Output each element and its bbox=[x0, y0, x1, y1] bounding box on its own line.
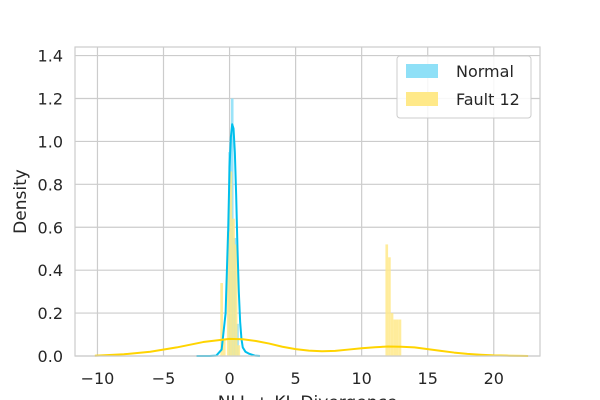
x-tick-label: 0 bbox=[224, 369, 234, 388]
y-axis-label: Density bbox=[11, 169, 31, 234]
y-tick-label: 1.4 bbox=[38, 47, 63, 66]
x-tick-label: −10 bbox=[81, 369, 115, 388]
fault-12-hist-bar bbox=[220, 283, 223, 356]
y-tick-labels: 0.0 0.2 0.4 0.6 0.8 1.0 1.2 1.4 bbox=[38, 47, 63, 366]
fault-12-hist-bar bbox=[385, 244, 389, 356]
y-tick-label: 0.8 bbox=[38, 175, 63, 194]
fault-12-hist-bar bbox=[393, 319, 397, 356]
y-tick-label: 0.6 bbox=[38, 218, 63, 237]
x-tick-label: 15 bbox=[418, 369, 438, 388]
fault-12-hist-bar bbox=[232, 218, 235, 356]
fault-12-hist-bar bbox=[226, 231, 230, 356]
plot-frame bbox=[74, 46, 541, 357]
fault-12-hist-bar bbox=[234, 244, 238, 356]
x-tick-label: 20 bbox=[484, 369, 504, 388]
legend: Normal Fault 12 bbox=[396, 55, 532, 119]
x-tick-labels: −10 −5 0 5 10 15 20 bbox=[81, 369, 504, 388]
legend-label-normal: Normal bbox=[456, 62, 514, 81]
y-tick-label: 0.4 bbox=[38, 261, 63, 280]
legend-label-fault-12: Fault 12 bbox=[456, 90, 520, 109]
x-tick-label: 5 bbox=[291, 369, 301, 388]
fault-12-hist-bar bbox=[396, 319, 399, 356]
y-tick-label: 0.0 bbox=[38, 347, 63, 366]
y-tick-label: 1.2 bbox=[38, 90, 63, 109]
fault-12-kde-line bbox=[94, 337, 529, 357]
fault-12-hist-bar bbox=[390, 313, 394, 356]
histogram-bars bbox=[220, 98, 402, 356]
y-tick-label: 1.0 bbox=[38, 132, 63, 151]
kde-curves bbox=[94, 123, 529, 357]
fault-12-hist-bar bbox=[398, 319, 402, 356]
x-tick-label: −5 bbox=[152, 369, 176, 388]
fault-12-hist-bar bbox=[388, 257, 391, 356]
x-tick-label: 10 bbox=[351, 369, 371, 388]
fault-12-hist-bar bbox=[229, 171, 233, 356]
legend-swatch-normal bbox=[406, 64, 438, 78]
legend-swatch-fault-12 bbox=[406, 92, 438, 106]
y-tick-label: 0.2 bbox=[38, 304, 63, 323]
normal-kde-line bbox=[196, 123, 261, 357]
fault-12-hist-bar bbox=[222, 338, 226, 356]
fault-12-hist-bar bbox=[237, 345, 241, 356]
x-axis-label: NLL + KL Divergence bbox=[218, 393, 398, 400]
